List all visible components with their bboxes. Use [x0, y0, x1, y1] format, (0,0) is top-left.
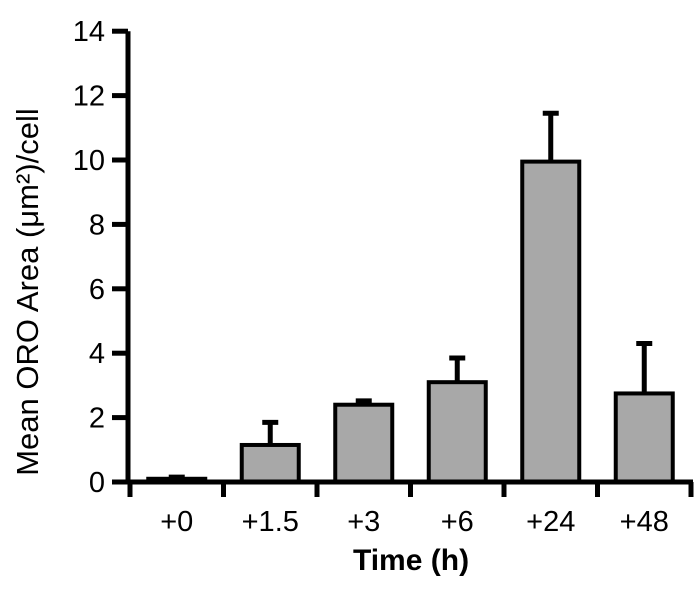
x-axis-title: Time (h) [353, 544, 469, 577]
bar-+1.5 [239, 442, 301, 484]
labels-layer: 0 2 4 6 8 10 12 14 +0 +1.5 +3 +6 +24 +48 [73, 16, 669, 538]
y-tick-label: 2 [89, 403, 105, 435]
x-tick-label: +0 [160, 506, 193, 538]
x-tick-label: +48 [620, 506, 669, 538]
y-tick-label: 8 [89, 209, 105, 241]
bars-layer [146, 110, 675, 485]
x-tick-label: +3 [347, 506, 380, 538]
bar-+24 [520, 159, 582, 485]
y-axis-title: Mean ORO Area (μm²)/cell [10, 108, 45, 476]
x-tick-label: +6 [441, 506, 474, 538]
y-tick-label: 14 [73, 16, 105, 48]
y-tick-label: 4 [89, 338, 105, 370]
bar-+3 [333, 402, 395, 484]
bar-+48 [613, 391, 675, 485]
y-tick-label: 0 [89, 467, 105, 499]
axes-layer [112, 28, 694, 497]
x-tick-label: +1.5 [242, 506, 299, 538]
bar-+6 [426, 380, 488, 484]
y-tick-label: 10 [73, 145, 105, 177]
x-tick-label: +24 [526, 506, 575, 538]
y-tick-label: 6 [89, 274, 105, 306]
y-tick-label: 12 [73, 81, 105, 113]
